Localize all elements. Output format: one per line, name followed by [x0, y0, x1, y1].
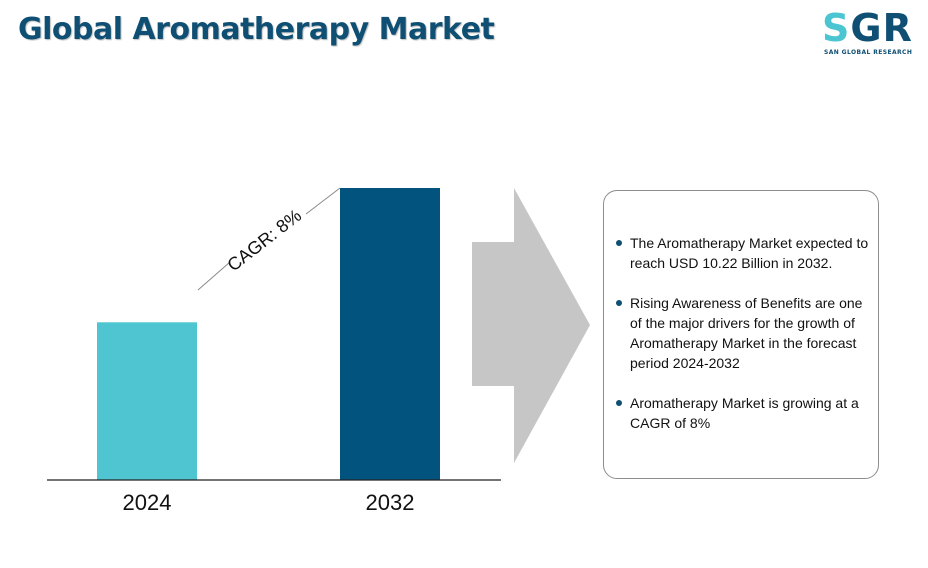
info-panel: The Aromatherapy Market expected to reac… — [603, 190, 879, 479]
logo-letter-s: S — [822, 6, 851, 50]
bar-2032 — [340, 188, 440, 480]
x-tick-label-2032: 2032 — [366, 490, 415, 515]
info-bullet-text: The Aromatherapy Market expected to reac… — [630, 235, 869, 271]
info-bullet: Rising Awareness of Benefits are one of … — [614, 293, 874, 373]
cagr-connector-right — [305, 187, 341, 215]
logo-subtitle: SAN GLOBAL RESEARCH — [824, 49, 913, 56]
x-tick-label-2024: 2024 — [123, 490, 172, 515]
info-bullet-text: Rising Awareness of Benefits are one of … — [630, 295, 863, 371]
bullet-dot-icon — [616, 400, 622, 406]
arrow-right-icon — [472, 188, 590, 463]
info-bullet: Aromatherapy Market is growing at a CAGR… — [614, 393, 874, 433]
cagr-annotation: CAGR: 8% — [223, 205, 305, 275]
bullet-dot-icon — [616, 300, 622, 306]
bar-chart: 2024 2032 CAGR: 8% — [47, 187, 501, 515]
cagr-connector-left — [197, 261, 231, 291]
info-bullet: The Aromatherapy Market expected to reac… — [614, 233, 874, 273]
logo-letters-gr: GR — [850, 6, 913, 50]
logo-letters: SGR — [822, 6, 913, 50]
page-title: Global Aromatherapy Market — [18, 12, 495, 47]
sgr-logo: SGR SAN GLOBAL RESEARCH — [820, 6, 920, 58]
bar-2024 — [97, 322, 197, 480]
bullet-dot-icon — [616, 240, 622, 246]
info-bullet-text: Aromatherapy Market is growing at a CAGR… — [630, 395, 859, 431]
